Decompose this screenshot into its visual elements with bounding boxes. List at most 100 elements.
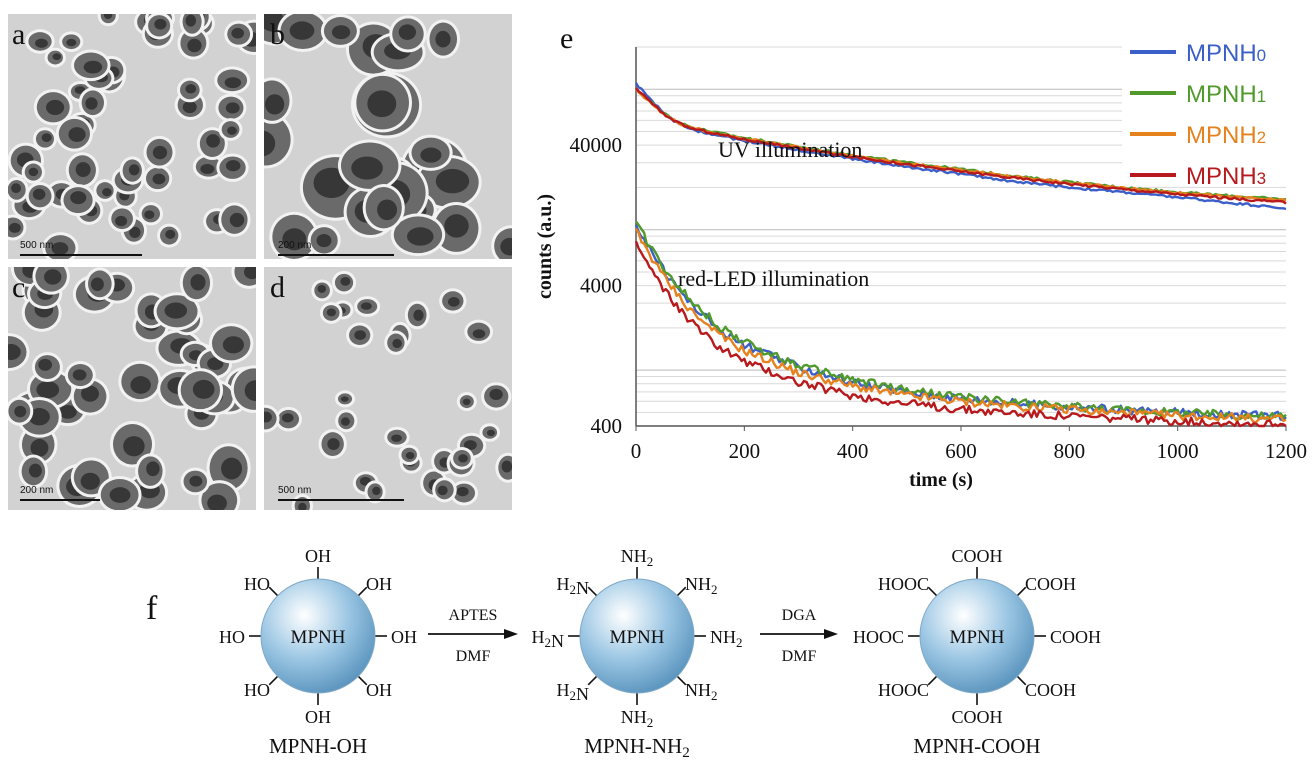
scale-bar-b [278,254,394,256]
x-tick-label: 200 [729,439,761,463]
nanoparticle [177,26,210,60]
x-axis-label: time (s) [909,469,973,491]
bond-line [268,586,279,597]
group-label-bottom: OH [305,707,331,727]
nanoparticle [153,292,201,331]
panel-label-f: f [146,590,158,627]
nanoparticle [25,29,55,54]
nanoparticle [118,360,162,403]
group-label-bottom: COOH [951,707,1002,727]
nanoparticle [311,279,333,302]
series-line-mpnh3-red-led [634,240,1287,428]
nanoparticle [177,368,224,413]
nanoparticle [426,19,461,59]
nanoparticle [362,184,405,232]
series-line-mpnh1-red-led [635,220,1287,421]
nanoparticle [119,156,145,185]
decay-chart: 0 200 400 600 800 1000 1200 400 4000 40000 time (s… [534,40,1307,491]
nanoparticle [431,202,482,255]
nanoparticle [390,213,446,257]
nanoparticle [85,267,115,301]
x-tick-label: 800 [1054,439,1086,463]
nanoparticle [180,467,211,496]
group-label-lower-right: NH2 [685,680,717,703]
nanoparticle [196,127,228,161]
panel-label-a: a [12,18,26,51]
nanoparticle [143,135,176,169]
particles-c [8,267,256,510]
tem-panel-c: c 200 nm [8,267,256,510]
bond-line [927,675,938,686]
nanoparticle [269,211,319,259]
nanoparticle [432,477,457,503]
group-label-right: COOH [1050,627,1101,647]
y-tick-label: 40000 [570,133,623,157]
group-label-left: HOOC [853,627,904,647]
legend-label: MPNH0 [1186,40,1266,67]
scale-label-a: 500 nm [20,240,54,251]
nanoparticle [354,296,381,317]
x-tick-label: 400 [837,439,869,463]
nanoparticle [108,205,136,233]
group-label-lower-right: COOH [1025,680,1076,700]
nanoparticle [384,426,410,448]
nanoparticle [135,453,166,489]
nanoparticle [481,382,512,411]
particles-d [264,270,512,510]
nanoparticle [408,134,453,171]
nanoparticle [215,93,247,123]
nanoparticle [353,72,412,133]
nanoparticle [224,20,254,48]
bond-line [1016,586,1027,597]
legend-label: MPNH1 [1186,81,1266,108]
nanoparticle [179,14,205,37]
annotation-red-led: red-LED illumination [678,266,869,291]
caption-mpnh-cooh: MPNH-COOH [913,734,1040,758]
nanoparticle [177,77,203,103]
sphere-cooh: MPNH [908,567,1046,705]
nanoparticle [55,115,93,152]
group-label-upper-right: NH2 [685,574,717,597]
nanoparticle [8,333,30,372]
bond-line [676,675,687,686]
group-label-right: OH [391,627,417,647]
nanoparticle [32,267,70,295]
nanoparticle [192,153,225,180]
nanoparticle [307,224,341,257]
group-label-lower-left: HO [244,680,270,700]
nanoparticle [464,319,494,344]
nanoparticle [155,329,203,367]
group-label-lower-left: H2N [557,680,589,704]
y-tick-label: 4000 [580,274,622,298]
nanoparticle [31,352,63,382]
group-label-top: NH2 [621,546,653,569]
nanoparticle [71,49,111,82]
nanoparticle [346,322,374,349]
bond-line [587,586,598,597]
tem-panel-a: a 500 nm [8,14,256,259]
nanoparticle [157,223,182,248]
nanoparticle [218,118,243,141]
scale-bar-d [278,499,404,501]
nanoparticle [264,77,293,124]
group-label-top: OH [305,546,331,566]
tem-panel-d: d 500 nm [264,267,512,510]
group-label-lower-left: HOOC [878,680,929,700]
group-label-left: HO [219,627,245,647]
nanoparticle [319,302,343,324]
nanoparticle [33,89,73,126]
nanoparticle [450,446,474,470]
nanoparticle [389,15,427,53]
nanoparticle [60,184,96,217]
nanoparticle [384,330,408,355]
nanoparticle [398,444,420,465]
nanoparticle [97,475,142,510]
bond-line [927,586,938,597]
group-label-lower-right: OH [366,680,392,700]
group-label-top: COOH [951,546,1002,566]
bond-line [357,586,368,597]
nanoparticle [218,202,251,237]
arrow-head [504,629,518,639]
nanoparticle [8,396,34,426]
